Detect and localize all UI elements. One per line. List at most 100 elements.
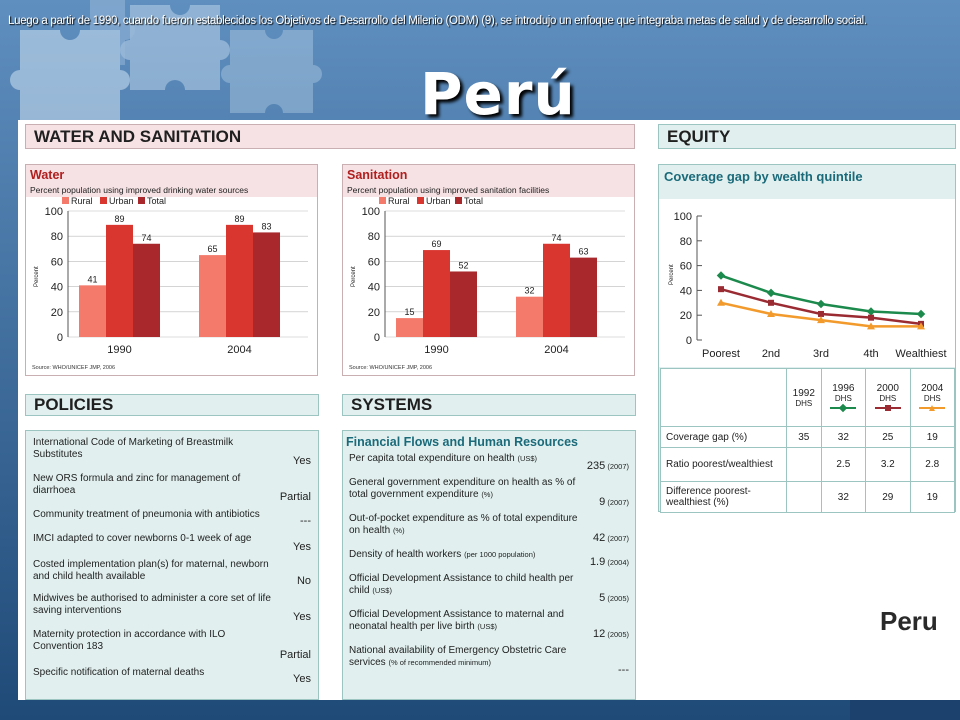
- sanitation-legend-label-0: Rural: [388, 197, 410, 206]
- water-legend-label-0: Rural: [71, 197, 93, 206]
- eq-row-ratio: Ratio poorest/wealthiest 2.5 3.2 2.8: [660, 447, 956, 482]
- eq-row-gap: Coverage gap (%) 35 32 25 19: [660, 426, 956, 448]
- sanitation-chart-panel: Sanitation Percent population using impr…: [342, 164, 635, 376]
- system-label: Density of health workers (per 1000 popu…: [349, 549, 536, 560]
- eq-point: [716, 271, 726, 280]
- sanitation-ytick: 60: [368, 256, 380, 268]
- system-row: Density of health workers (per 1000 popu…: [346, 549, 632, 573]
- eq-xtick: 2nd: [762, 348, 780, 360]
- water-ytick: 40: [51, 282, 63, 294]
- eq-point: [817, 316, 825, 324]
- coverage-gap-line-chart: 0 20 40 60 80 100 Percent Poorest 2nd 3rd 4th Wealt…: [659, 199, 955, 367]
- water-chart-source: Source: WHO/UNICEF JMP, 2006: [32, 365, 116, 371]
- eq-xtick: Wealthiest: [895, 348, 946, 360]
- equity-chart-title: Coverage gap by wealth quintile: [664, 169, 863, 184]
- eq-head-1992: 1992 DHS: [786, 368, 822, 427]
- system-label: National availability of Emergency Obste…: [349, 645, 567, 668]
- water-ytick: 0: [57, 332, 63, 344]
- system-unit: (per 1000 population): [464, 550, 536, 559]
- eq-point: [767, 309, 775, 317]
- policy-row: IMCI adapted to cover newborns 0-1 week …: [30, 533, 314, 559]
- sanitation-bar: [396, 318, 423, 337]
- equity-panel: Coverage gap by wealth quintile 0 20 40 60 8…: [658, 164, 956, 513]
- sanitation-legend-swatch-2: [455, 197, 462, 204]
- eq-point: [768, 299, 774, 306]
- policy-row: New ORS formula and zinc for management …: [30, 473, 314, 509]
- water-data-label: 89: [234, 214, 244, 224]
- system-row: Official Development Assistance to mater…: [346, 609, 632, 645]
- water-bar: [106, 224, 133, 337]
- sanitation-bar: [543, 243, 570, 337]
- water-chart-panel: Water Percent population using improved …: [25, 164, 318, 376]
- water-ytick: 80: [51, 231, 63, 243]
- sanitation-data-label: 69: [431, 239, 441, 249]
- system-value: 9 (2007): [599, 496, 629, 508]
- water-bar-chart: Rural Urban Total 0 20 40 60 80 100 Percent 41 89 74…: [26, 197, 317, 375]
- water-bar: [226, 224, 253, 337]
- water-ytick: 20: [51, 307, 63, 319]
- eq-xtick: 3rd: [813, 348, 829, 360]
- water-ytick: 60: [51, 256, 63, 268]
- system-unit: (%): [481, 490, 493, 499]
- policy-row: Costed implementation plan(s) for matern…: [30, 559, 314, 593]
- policy-value: ---: [300, 515, 311, 527]
- system-label: Official Development Assistance to child…: [349, 573, 574, 596]
- water-bar: [133, 243, 160, 337]
- policy-label: Specific notification of maternal deaths: [33, 667, 205, 678]
- sanitation-bar: [570, 257, 597, 337]
- eq-point: [766, 288, 776, 298]
- policy-value: No: [296, 575, 311, 587]
- policy-label: Community treatment of pneumonia with an…: [33, 509, 260, 520]
- system-label: Out-of-pocket expenditure as % of total …: [349, 513, 578, 536]
- eq-point: [868, 314, 874, 321]
- water-legend-label-1: Urban: [109, 197, 134, 206]
- system-year: (2007): [605, 534, 629, 543]
- policy-value: Yes: [293, 611, 311, 623]
- eq-xtick: Poorest: [702, 348, 740, 360]
- system-row: Per capita total expenditure on health (…: [346, 453, 632, 477]
- systems-table: Per capita total expenditure on health (…: [346, 453, 632, 681]
- sanitation-bar-chart: Rural Urban Total 0 20 40 60 80 100 Percent 15 69 52…: [343, 197, 634, 375]
- sanitation-xtick: 1990: [424, 344, 448, 356]
- country-label: Peru: [880, 606, 938, 636]
- water-ytick: 100: [45, 206, 63, 218]
- sanitation-bar: [450, 271, 477, 337]
- eq-ytick: 80: [680, 236, 692, 248]
- policy-value: Yes: [293, 455, 311, 467]
- system-value: 12 (2005): [592, 628, 629, 640]
- system-row: National availability of Emergency Obste…: [346, 645, 632, 681]
- section-systems: SYSTEMS: [342, 394, 636, 416]
- system-year: (2005): [605, 630, 629, 639]
- system-unit: (US$): [477, 622, 498, 631]
- sanitation-chart-title: Sanitation: [347, 168, 408, 182]
- water-xtick: 1990: [107, 344, 131, 356]
- eq-point: [866, 307, 876, 316]
- system-row: Official Development Assistance to child…: [346, 573, 632, 609]
- eq-row-diff: Difference poorest-wealthiest (%) 32 29 …: [660, 481, 956, 513]
- sanitation-ytick: 40: [368, 282, 380, 294]
- sanitation-data-label: 15: [404, 307, 414, 317]
- section-water-sanitation: WATER AND SANITATION: [25, 124, 635, 149]
- system-value: 235 (2007): [586, 460, 629, 472]
- systems-title: Financial Flows and Human Resources: [346, 435, 579, 449]
- sanitation-chart-subtitle: Percent population using improved sanita…: [347, 185, 550, 195]
- sanitation-ylabel: Percent: [351, 266, 357, 287]
- policy-label: International Code of Marketing of Breas…: [33, 437, 234, 460]
- policy-label: Maternity protection in accordance with …: [33, 629, 226, 652]
- policy-value: Partial: [279, 649, 311, 661]
- policy-value: Yes: [293, 673, 311, 685]
- eq-ytick: 60: [680, 261, 692, 273]
- eq-point: [818, 310, 824, 317]
- water-legend-label-2: Total: [147, 197, 166, 206]
- system-row: Out-of-pocket expenditure as % of total …: [346, 513, 632, 549]
- water-legend-swatch-1: [100, 197, 107, 204]
- sanitation-legend-label-2: Total: [464, 197, 483, 206]
- sanitation-chart-source: Source: WHO/UNICEF JMP, 2006: [349, 365, 433, 371]
- policy-row: Midwives be authorised to administer a c…: [30, 593, 314, 629]
- sanitation-bar: [423, 250, 450, 337]
- policy-value: Partial: [279, 491, 311, 503]
- water-bar: [79, 285, 106, 337]
- sanitation-legend-swatch-1: [417, 197, 424, 204]
- puzzle-pieces-decoration: [10, 0, 322, 130]
- system-unit: (% of recommended minimum): [388, 658, 491, 667]
